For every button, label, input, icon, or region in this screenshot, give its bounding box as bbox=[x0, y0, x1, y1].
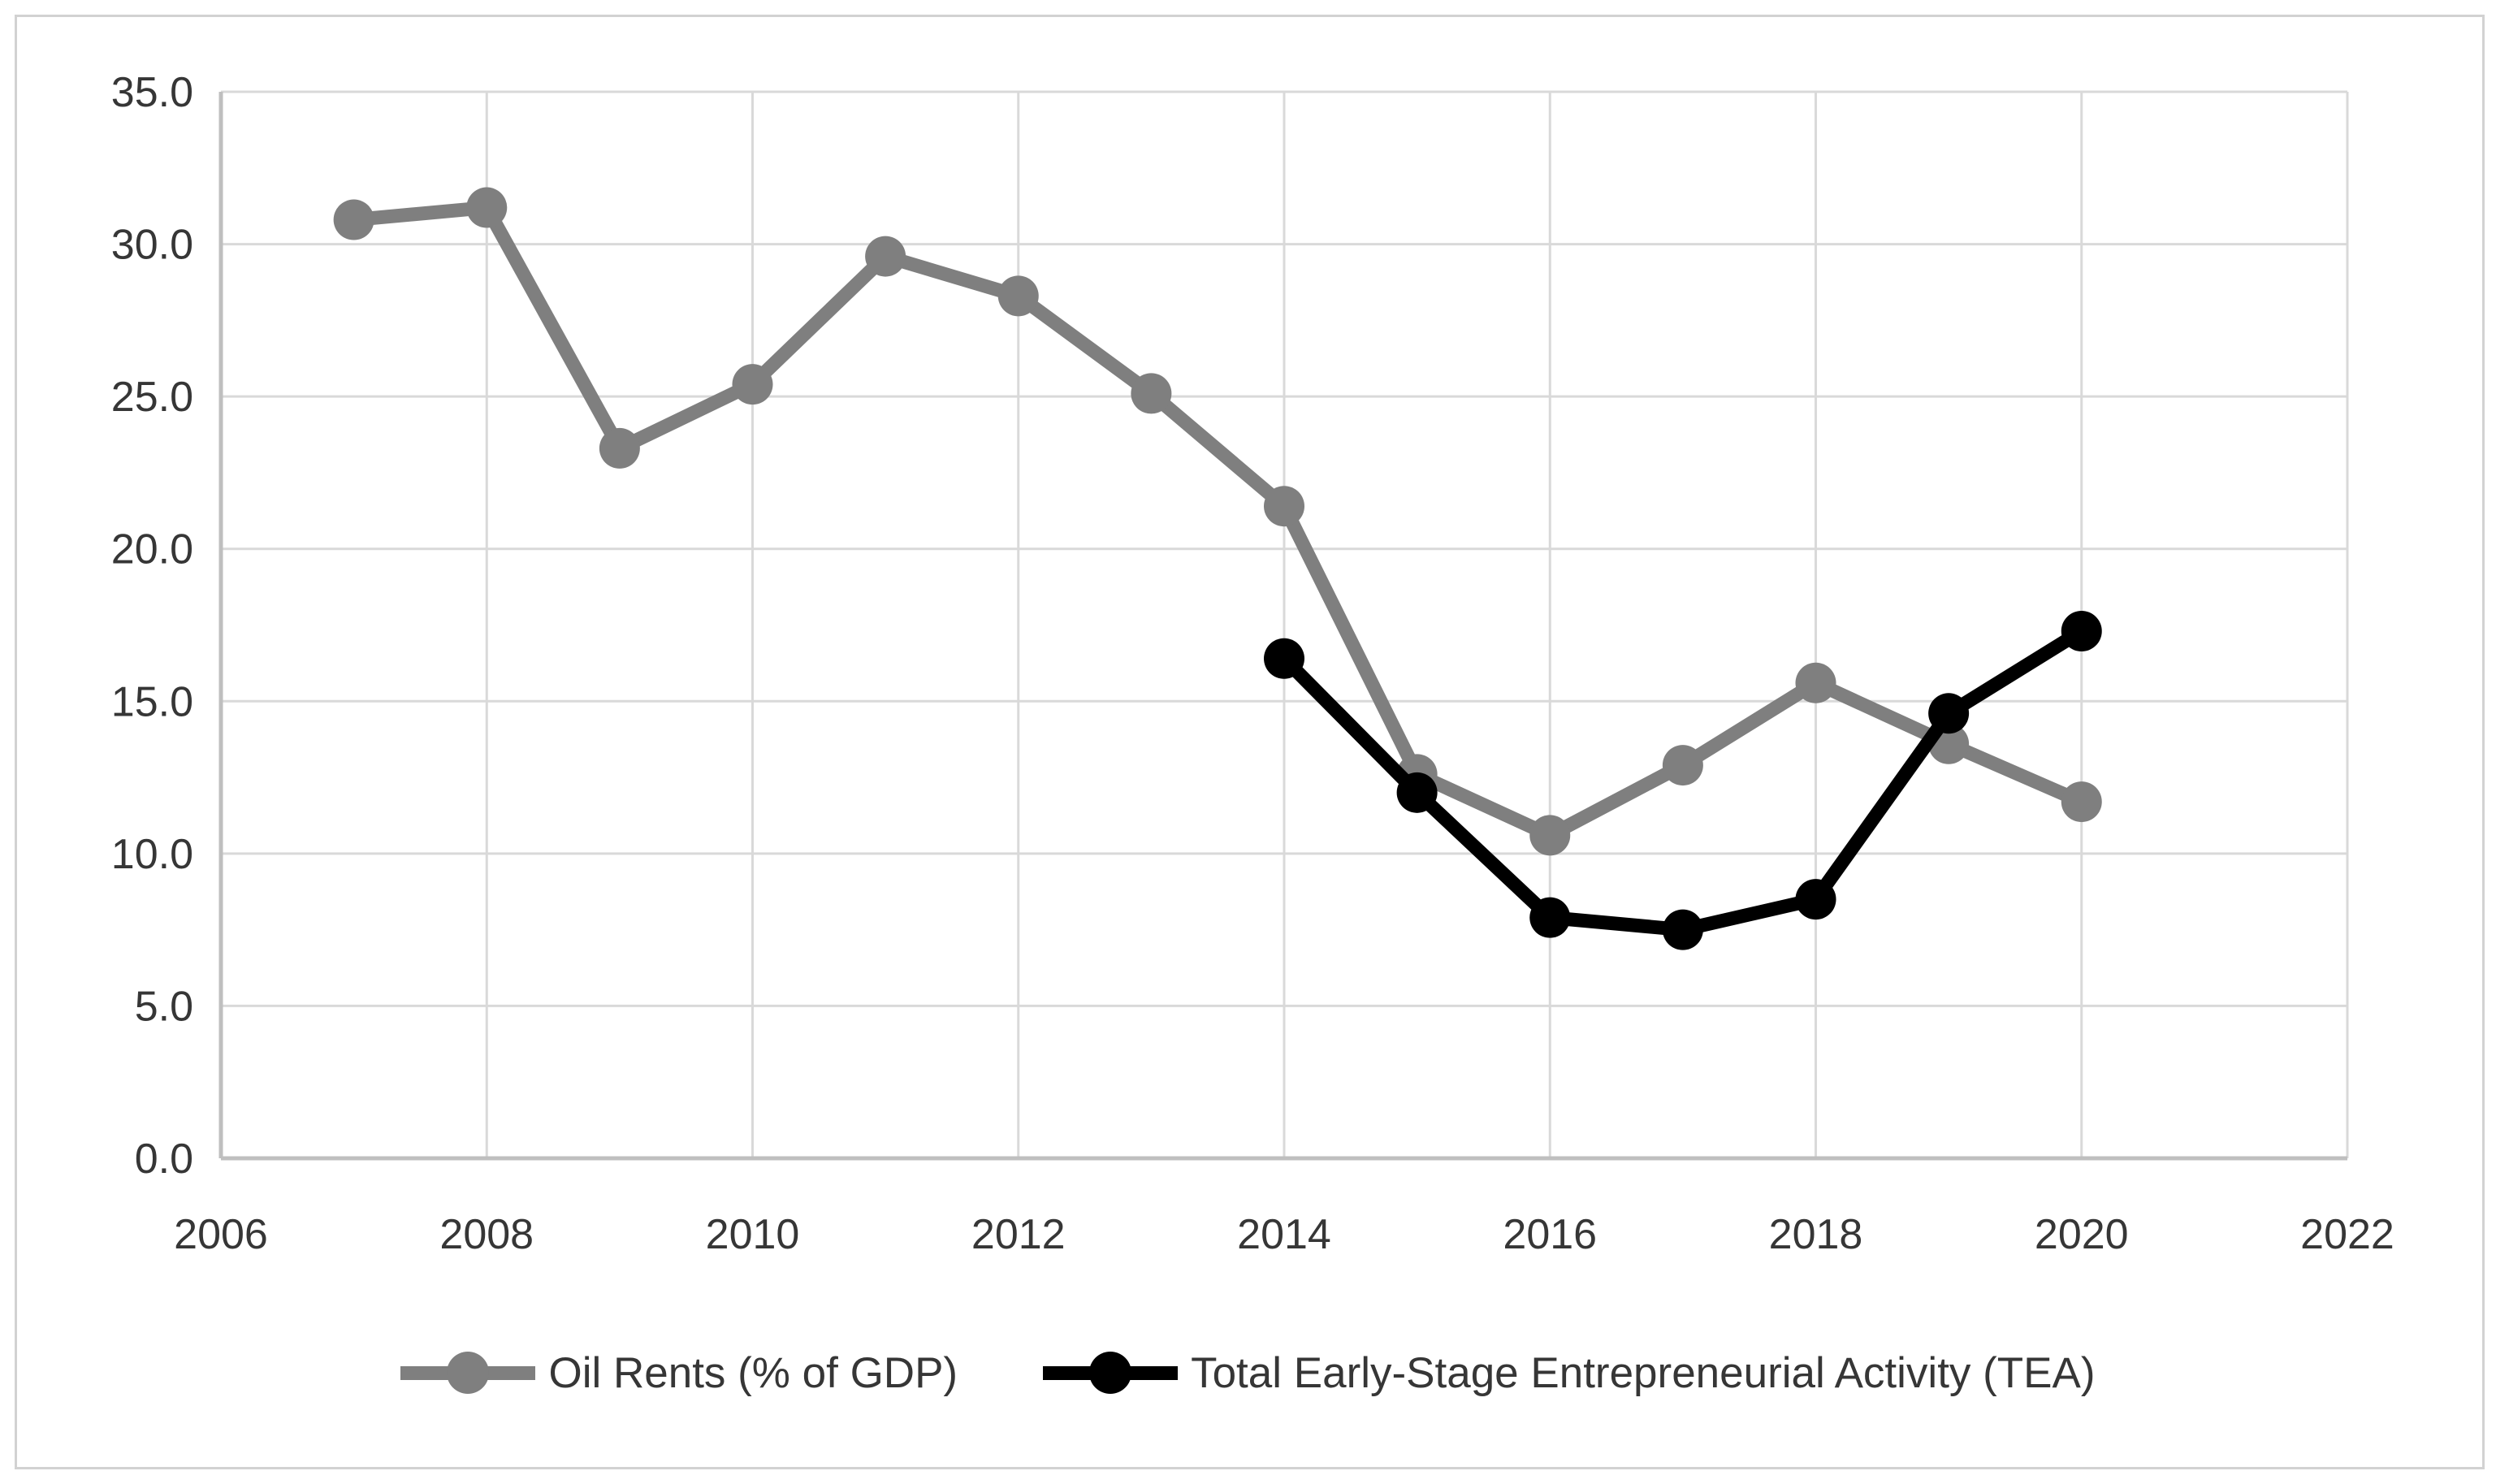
data-point-series-1 bbox=[1795, 879, 1836, 920]
y-tick-label: 10.0 bbox=[111, 831, 193, 878]
data-point-series-0 bbox=[865, 236, 906, 277]
legend-item-tea: Total Early-Stage Entrepreneurial Activi… bbox=[1043, 1348, 2096, 1397]
x-tick-label: 2008 bbox=[439, 1211, 534, 1258]
x-tick-label: 2022 bbox=[2300, 1211, 2394, 1258]
data-point-series-0 bbox=[1662, 745, 1703, 786]
data-point-series-1 bbox=[1529, 897, 1571, 938]
data-point-series-0 bbox=[997, 275, 1039, 317]
legend-dot bbox=[447, 1352, 490, 1394]
data-point-series-0 bbox=[1131, 373, 1172, 414]
x-tick-label: 2020 bbox=[2035, 1211, 2129, 1258]
data-point-series-1 bbox=[2061, 611, 2102, 652]
legend: Oil Rents (% of GDP) Total Early-Stage E… bbox=[0, 1336, 2496, 1409]
data-point-series-0 bbox=[1264, 486, 1304, 527]
x-tick-label: 2016 bbox=[1503, 1211, 1597, 1258]
data-point-series-1 bbox=[1662, 909, 1703, 950]
x-tick-label: 2012 bbox=[971, 1211, 1066, 1258]
legend-dot bbox=[1089, 1352, 1132, 1394]
chart-border bbox=[15, 15, 2485, 1469]
data-point-series-1 bbox=[1396, 772, 1438, 813]
data-point-series-0 bbox=[1795, 662, 1836, 703]
data-point-series-0 bbox=[466, 187, 508, 228]
y-tick-label: 30.0 bbox=[111, 222, 193, 269]
legend-item-oil-rents: Oil Rents (% of GDP) bbox=[400, 1350, 958, 1395]
series-line-0 bbox=[353, 201, 2085, 842]
y-tick-label: 5.0 bbox=[135, 983, 193, 1030]
legend-label-oil-rents: Oil Rents (% of GDP) bbox=[548, 1348, 958, 1397]
data-point-series-0 bbox=[1529, 815, 1571, 856]
data-point-series-0 bbox=[2061, 781, 2102, 823]
y-tick-label: 15.0 bbox=[111, 678, 193, 725]
data-point-series-1 bbox=[1928, 693, 1970, 734]
data-point-series-0 bbox=[599, 427, 640, 469]
y-tick-label: 25.0 bbox=[111, 374, 193, 421]
legend-label-tea: Total Early-Stage Entrepreneurial Activi… bbox=[1191, 1348, 2096, 1397]
line-circle-marker-icon bbox=[400, 1350, 536, 1395]
y-tick-label: 35.0 bbox=[111, 69, 193, 116]
x-tick-label: 2018 bbox=[1769, 1211, 1863, 1258]
x-tick-label: 2014 bbox=[1237, 1211, 1331, 1258]
x-tick-label: 2006 bbox=[174, 1211, 268, 1258]
y-tick-label: 20.0 bbox=[111, 526, 193, 573]
data-point-series-0 bbox=[333, 199, 374, 240]
y-tick-label: 0.0 bbox=[135, 1136, 193, 1183]
data-point-series-0 bbox=[732, 364, 773, 405]
data-point-series-1 bbox=[1264, 638, 1304, 679]
line-circle-marker-icon bbox=[1043, 1350, 1179, 1395]
x-tick-label: 2010 bbox=[706, 1211, 800, 1258]
